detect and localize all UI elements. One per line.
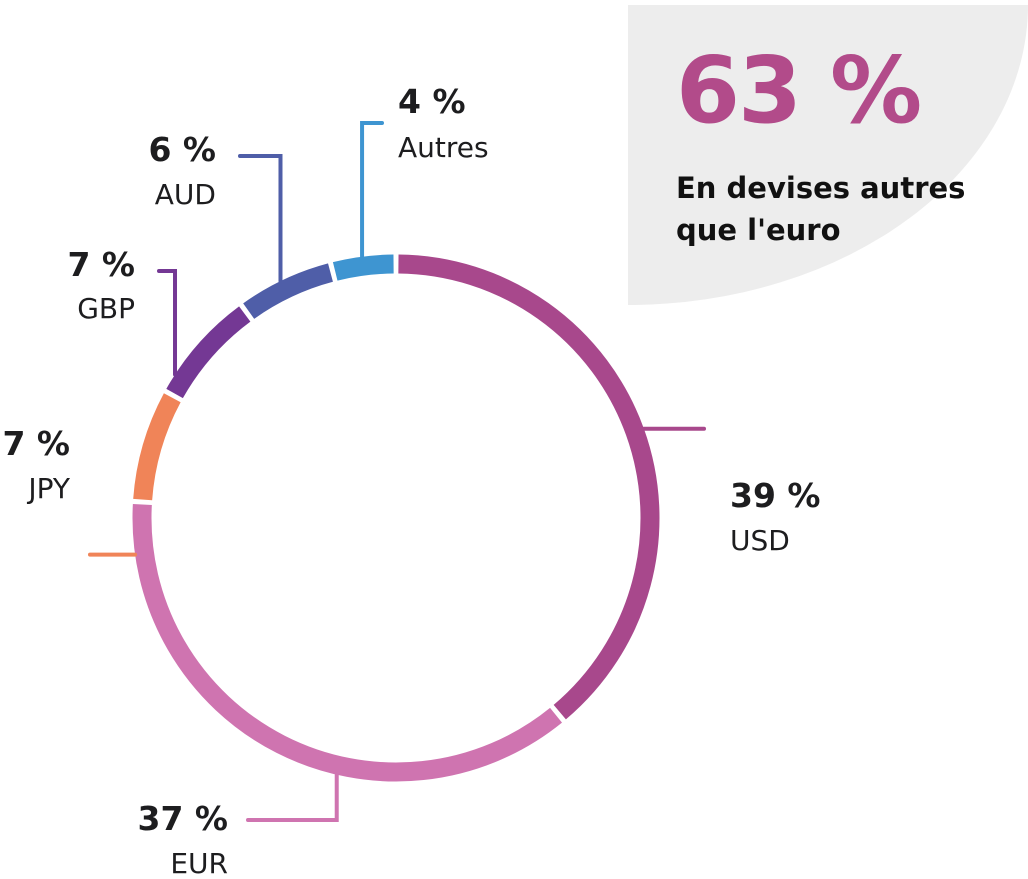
caption-line-2: que l'euro	[676, 213, 841, 247]
label-value-eur: 37 %	[138, 799, 228, 838]
slice-autres	[332, 254, 394, 281]
non-euro-share-value: 63 %	[676, 37, 922, 144]
label-value-aud: 6 %	[148, 130, 216, 169]
leader-line-eur	[246, 772, 339, 822]
slice-gbp	[166, 306, 251, 399]
label-currency-usd: USD	[730, 524, 790, 557]
label-value-gbp: 7 %	[67, 245, 135, 284]
label-currency-gbp: GBP	[77, 292, 135, 325]
slice-labels: 39 % USD 37 % EUR 7 % JPY 7 % GBP 6 % AU…	[2, 82, 820, 879]
slice-eur	[132, 503, 562, 782]
caption-line-1: En devises autres	[676, 171, 966, 205]
label-currency-eur: EUR	[170, 847, 228, 879]
slice-jpy	[133, 393, 181, 501]
label-value-usd: 39 %	[730, 476, 820, 515]
slice-aud	[243, 263, 334, 319]
label-currency-aud: AUD	[155, 178, 216, 211]
label-value-autres: 4 %	[398, 82, 466, 121]
donut-ring	[132, 254, 660, 782]
label-currency-jpy: JPY	[26, 472, 71, 505]
leader-lines	[88, 121, 706, 822]
label-currency-autres: Autres	[398, 131, 489, 164]
leader-line-aud	[238, 154, 283, 284]
leader-line-autres	[360, 121, 384, 259]
slice-usd	[398, 254, 660, 720]
label-value-jpy: 7 %	[2, 424, 70, 463]
leader-line-gbp	[157, 269, 178, 377]
non-euro-share-caption: En devises autres que l'euro	[676, 167, 965, 251]
